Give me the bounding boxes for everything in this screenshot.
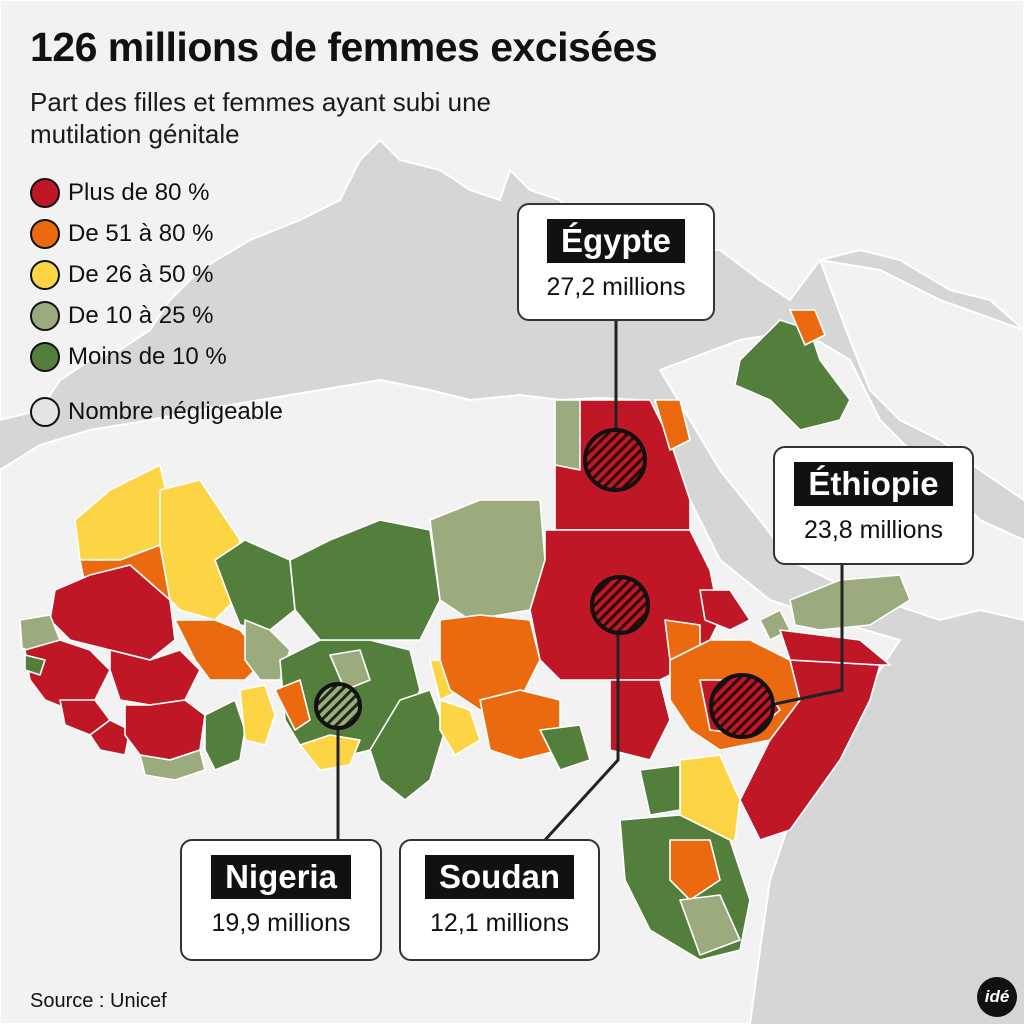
legend-label: Plus de 80 % <box>68 178 210 206</box>
region-egypt-sinai <box>654 399 691 451</box>
region-cameroon <box>369 689 446 801</box>
region-central-african-republic <box>479 689 561 761</box>
region-niger <box>289 519 441 641</box>
region-nigeria-north <box>329 649 371 691</box>
legend-item-negligible: Nombre négligeable <box>30 391 390 432</box>
callout-country-name: Nigeria <box>211 855 351 899</box>
region-mali-west <box>49 564 176 661</box>
legend-label: De 51 à 80 % <box>68 219 214 247</box>
region-ivory-coast-south <box>139 749 206 781</box>
ide-logo: idé <box>977 977 1017 1017</box>
region-benin-north <box>244 619 291 681</box>
region-yemen <box>789 574 911 631</box>
region-iraq-kurdistan <box>789 309 826 346</box>
region-ghana <box>204 699 246 771</box>
callout-connectors <box>336 320 844 842</box>
legend-item-51-80: De 51 à 80 % <box>30 213 390 254</box>
legend-label: De 26 à 50 % <box>68 260 214 288</box>
callout-country-name: Égypte <box>546 219 686 263</box>
marker-egypte <box>583 428 647 492</box>
legend-swatch-negligible <box>30 396 60 427</box>
callout-country-name: Soudan <box>425 855 574 899</box>
region-somalia-horn <box>779 629 891 666</box>
region-nigeria-west <box>274 679 311 731</box>
region-niger-west <box>214 539 296 631</box>
region-somalia <box>739 659 881 841</box>
region-tanzania-central <box>669 839 721 901</box>
land-iran <box>818 258 1024 502</box>
legend-label: Nombre négligeable <box>68 397 283 425</box>
region-car-south <box>539 724 591 771</box>
callout-egypte: Égypte 27,2 millions <box>517 203 715 321</box>
legend-swatch-51-80 <box>30 218 60 249</box>
marker-nigeria <box>314 682 362 730</box>
region-uganda <box>639 764 681 816</box>
callout-count: 23,8 millions <box>804 516 943 544</box>
callout-ethiopie: Éthiopie 23,8 millions <box>773 446 974 565</box>
land-europe <box>0 0 1024 422</box>
legend: Plus de 80 % De 51 à 80 % De 26 à 50 % D… <box>30 172 390 432</box>
legend-spacer <box>30 377 390 391</box>
legend-item-under-10: Moins de 10 % <box>30 336 390 377</box>
callout-count: 19,9 millions <box>211 909 351 937</box>
connector-soudan <box>543 632 620 842</box>
region-guinea-bissau <box>24 654 46 676</box>
region-ivory-coast <box>124 699 206 761</box>
legend-item-over-80: Plus de 80 % <box>30 172 390 213</box>
legend-item-10-25: De 10 à 25 % <box>30 295 390 336</box>
region-nigeria-south <box>299 734 361 771</box>
region-south-sudan <box>609 679 671 761</box>
region-togo-benin <box>239 684 276 746</box>
region-burkina-faso <box>109 649 201 706</box>
callout-count: 12,1 millions <box>430 909 569 937</box>
region-libya-south <box>429 499 546 621</box>
page-subtitle: Part des filles et femmes ayant subi une… <box>30 87 492 149</box>
callout-count: 27,2 millions <box>546 273 686 301</box>
page-title: 126 millions de femmes excisées <box>30 24 658 70</box>
callout-soudan: Soudan 12,1 millions <box>399 839 600 961</box>
legend-label: Moins de 10 % <box>68 342 227 370</box>
marker-soudan <box>590 575 650 635</box>
marker-ethiopie <box>709 673 775 739</box>
region-iraq <box>734 319 851 431</box>
country-markers <box>314 428 775 739</box>
region-chad-south <box>439 699 481 756</box>
source-credit: Source : Unicef <box>30 990 167 1012</box>
callout-country-name: Éthiopie <box>794 462 953 506</box>
region-liberia <box>89 719 131 756</box>
region-eritrea <box>699 589 751 631</box>
legend-swatch-10-25 <box>30 300 60 331</box>
callout-nigeria: Nigeria 19,9 millions <box>180 839 382 961</box>
connector-ethiopie <box>769 565 844 707</box>
country-shapes <box>19 309 911 961</box>
region-tanzania-south <box>679 894 741 956</box>
legend-swatch-under-10 <box>30 341 60 372</box>
legend-label: De 10 à 25 % <box>68 301 214 329</box>
legend-item-26-50: De 26 à 50 % <box>30 254 390 295</box>
legend-swatch-over-80 <box>30 177 60 208</box>
legend-swatch-26-50 <box>30 259 60 290</box>
